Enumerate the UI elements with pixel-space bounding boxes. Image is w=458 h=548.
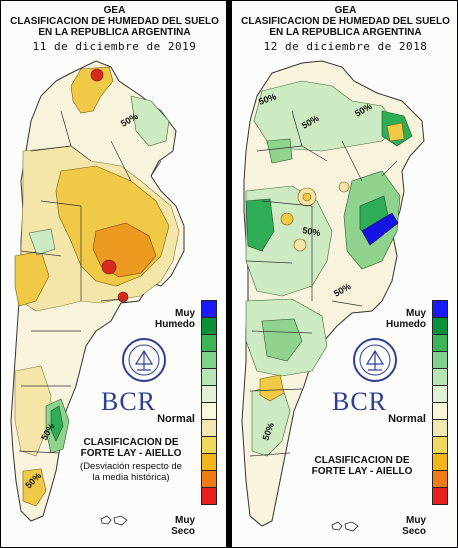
legend-muy-humedo-2: Humedo [155,319,195,330]
bcr-logo-text: BCR [101,387,157,416]
malvinas-islands [100,515,128,526]
bcr-logo-text: BCR [332,387,388,416]
legend-muy-humedo-1: Muy [175,308,195,319]
scale-swatch [201,470,217,488]
scale-swatch [201,436,217,454]
dry-core-north [90,68,104,82]
scale-swatch [201,300,217,318]
wet-region-west [28,228,56,256]
dry-spot [302,192,312,202]
header-gea: GEA [334,5,357,16]
scale-swatch [201,402,217,420]
dry-core-central [101,259,117,275]
dry-spot [280,212,294,226]
legend-muy-humedo-2: Humedo [386,319,426,330]
color-scale [432,300,448,505]
map-panel-2019: 50% 50% 50% GEA CLASIFICACION DE HUMEDAD… [0,0,227,548]
scale-swatch [432,402,448,420]
province-boundaries [18,110,162,454]
scale-swatch [201,351,217,369]
scale-swatch [432,487,448,505]
classification-note1: (Desviación respecto de [80,461,182,472]
province-boundaries [245,110,398,457]
wet-region-south-mid [261,318,303,362]
malvinas-islands [331,521,359,532]
legend-muy-seco-2: Seco [171,526,195,537]
wet-region-northeast [130,95,170,147]
scale-swatch [432,470,448,488]
classification-line1: CLASIFICACION DE [314,455,410,466]
scale-swatch [201,385,217,403]
soil-moisture-map-2019: 50% 50% 50% [10,60,185,522]
map-date: 12 de diciembre de 2018 [263,40,428,53]
classification-line2: FORTE LAY - AIELLO [311,466,413,477]
scale-swatch [432,317,448,335]
scale-swatch [432,453,448,471]
header-title-line1: CLASIFICACION DE HUMEDAD DEL SUELO [241,16,450,27]
header-title-line2: EN LA REPUBLICA ARGENTINA [269,27,422,38]
header-title-line2: EN LA REPUBLICA ARGENTINA [38,27,191,38]
header-title-line1: CLASIFICACION DE HUMEDAD DEL SUELO [10,16,219,27]
soil-moisture-map-2018: 50% 50% 50% 50% 50% 50% [241,60,425,527]
scale-swatch [432,436,448,454]
legend-muy-humedo-1: Muy [406,308,426,319]
legend-muy-seco-1: Muy [406,515,426,526]
scale-swatch [201,368,217,386]
legend-muy-seco-1: Muy [175,515,195,526]
classification-line1: CLASIFICACION DE [83,437,179,448]
legend-muy-seco-2: Seco [402,526,426,537]
dry-region-north [386,122,405,142]
wet-region-west-strong [245,198,275,252]
map-date: 11 de diciembre de 2019 [32,40,197,53]
dry-spot [338,181,350,193]
classification-line2: FORTE LAY - AIELLO [80,448,182,459]
scale-swatch [201,487,217,505]
legend-normal: Normal [157,413,195,425]
wet-region-coast-strong [50,405,64,442]
dry-core-south [117,291,129,303]
color-scale [201,300,217,505]
map-panel-2018: 50% 50% 50% 50% 50% 50% GEA CLASIFICACIO… [231,0,458,548]
dry-spot [293,238,307,252]
classification-note2: la media histórica) [92,472,170,483]
legend-normal: Normal [388,413,426,425]
scale-swatch [432,334,448,352]
dry-region-south [22,468,47,507]
scale-swatch [201,453,217,471]
panel-divider [227,0,231,548]
scale-swatch [432,385,448,403]
header-gea: GEA [103,5,126,16]
scale-swatch [432,351,448,369]
bcr-seal-logo [353,338,397,382]
scale-swatch [432,419,448,437]
dry-region-north [70,66,114,114]
scale-swatch [432,300,448,318]
scale-swatch [432,368,448,386]
scale-swatch [201,334,217,352]
dry-region-south [259,374,285,402]
contour-label: 50% [302,225,321,238]
scale-swatch [201,317,217,335]
scale-swatch [201,419,217,437]
wet-region-max [361,212,399,246]
bcr-seal-logo [122,338,166,382]
wet-region-northwest [266,138,293,164]
dry-region-patagonia [14,365,52,457]
